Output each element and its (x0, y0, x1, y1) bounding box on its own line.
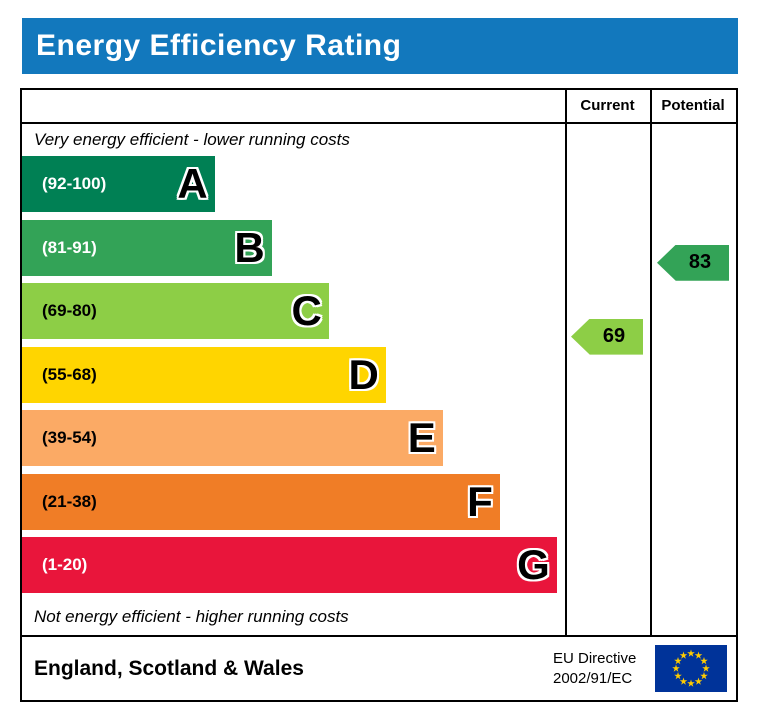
eu-flag-icon (655, 645, 727, 692)
band-row-e: (39-54) E (22, 410, 565, 466)
band-range-label: (81-91) (42, 237, 97, 257)
eu-directive-line2: 2002/91/EC (553, 669, 633, 687)
top-note: Very energy efficient - lower running co… (34, 130, 350, 149)
title-bar: Energy Efficiency Rating (22, 18, 738, 74)
band-range-label: (92-100) (42, 174, 107, 193)
band-bar: (1-20) G (22, 537, 557, 593)
current-rating-arrow: 69 (571, 318, 643, 355)
band-row-d: (55-68) D (22, 346, 565, 403)
band-bar: (69-80) C (22, 283, 329, 339)
potential-column-header: Potential (661, 97, 725, 114)
eu-directive-label: EU Directive 2002/91/EC (553, 649, 653, 688)
band-bar: (81-91) B (22, 219, 272, 276)
current-column-header: Current (580, 97, 635, 114)
band-letter: G (517, 541, 550, 588)
current-column-divider (565, 90, 567, 635)
band-row-g: (1-20) G (22, 537, 565, 593)
band-bar: (92-100) A (22, 156, 215, 212)
band-range-label: (55-68) (42, 364, 97, 384)
band-letter: D (348, 350, 379, 398)
eu-directive-line1: EU Directive (553, 650, 637, 667)
band-range-label: (69-80) (42, 301, 97, 320)
page-title: Energy Efficiency Rating (36, 29, 402, 62)
potential-rating-value: 83 (688, 251, 712, 274)
band-range-label: (21-38) (42, 491, 97, 511)
potential-rating-arrow: 83 (657, 244, 729, 281)
band-letter: B (234, 223, 265, 271)
band-range-label: (39-54) (42, 428, 97, 447)
band-letter: A (177, 160, 208, 207)
band-letter: C (291, 287, 322, 334)
band-bar: (39-54) E (22, 410, 443, 466)
rating-table: Current Potential Very energy efficient … (20, 88, 738, 702)
table-header-row (22, 90, 736, 124)
bottom-note: Not energy efficient - higher running co… (34, 607, 349, 626)
band-row-c: (69-80) C (22, 283, 565, 339)
band-bar: (55-68) D (22, 346, 386, 403)
band-row-b: (81-91) B (22, 219, 565, 276)
band-letter: F (467, 477, 493, 525)
band-bar: (21-38) F (22, 473, 500, 530)
band-range-label: (1-20) (42, 555, 88, 574)
band-letter: E (407, 414, 436, 461)
band-row-f: (21-38) F (22, 473, 565, 530)
potential-column-divider (650, 90, 652, 635)
band-row-a: (92-100) A (22, 156, 565, 212)
current-rating-value: 69 (602, 325, 626, 348)
region-label: England, Scotland & Wales (34, 656, 304, 680)
footer-row: England, Scotland & Wales EU Directive 2… (22, 635, 736, 700)
